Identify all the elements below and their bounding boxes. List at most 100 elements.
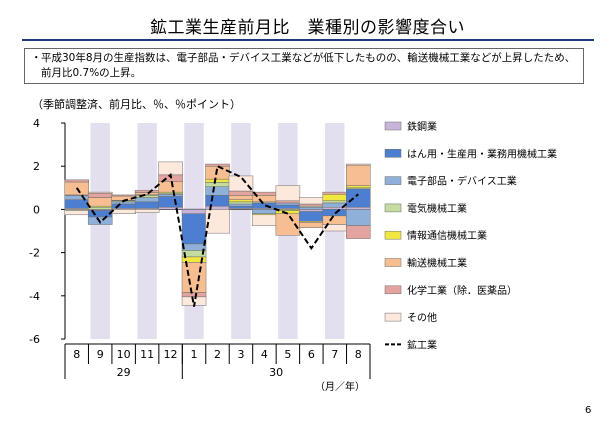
bar-segment [205,165,230,180]
legend-label: はん用・生産用・業務用機械工業 [407,147,557,160]
bar-segment [134,192,160,195]
x-tick-label: 2 [214,348,221,361]
bar-segment [181,262,207,293]
bar-segment [275,185,301,202]
legend-swatch [384,176,402,185]
x-tick-label: 12 [164,348,178,361]
shade-band [90,123,110,339]
bar-segment [228,203,254,207]
bar-segment [158,206,183,210]
bar-segment [252,202,277,209]
bar-segment [205,163,230,167]
x-unit-label: （月／年） [315,380,365,393]
bar-segment [158,181,183,193]
legend-label: 輸送機械工業 [407,257,467,270]
bar-segment [205,186,230,196]
bar-segment [322,194,348,202]
bar-segment [299,209,324,212]
bar-segment [205,195,230,207]
bar-segment [275,204,301,209]
bar-segment [322,191,348,195]
legend-label: 鉱工業 [407,338,437,351]
bar-segment [205,182,230,187]
bar-segment [64,179,89,183]
bar-segment [228,190,254,196]
bar-segment [87,206,113,210]
bar-segment [205,178,230,183]
bar-segment [205,205,230,210]
bar-segment [181,209,207,214]
x-tick-label: 1 [191,348,198,361]
bar-segment [346,206,371,210]
title-underline [22,39,594,41]
bar-segment [299,206,324,210]
x-tick-label: 8 [355,348,362,361]
bar-segment [181,213,207,245]
legend-label: 化学工業（除．医薬品） [407,284,517,297]
bar-segment [299,203,324,207]
x-tick-label: 10 [117,348,131,361]
legend-swatch [384,312,402,322]
summary-note: ・ 平成30年8月の生産指数は、電子部品・デバイス工業などが低下したものの、輸送… [24,48,584,84]
y-tick-label: -4 [29,290,40,303]
bar-segment [228,195,254,200]
bar-segment [111,203,136,209]
bar-segment [181,243,207,251]
bar-segment [134,209,160,213]
bar-segment [346,163,371,166]
legend-swatch [384,121,402,131]
note-text: 平成30年8月の生産指数は、電子部品・デバイス工業などが低下したものの、輸送機械… [41,52,576,79]
unit-label: （季節調整済、前月比、％、％ポイント） [32,98,241,111]
legend-swatch [384,258,402,267]
bar-segment [158,194,183,197]
y-tick-label: 0 [33,203,40,216]
bar-segment [322,215,348,225]
bar-segment [158,161,183,176]
x-tick-label: 6 [308,348,315,361]
bar-segment [322,200,348,204]
year-label: 29 [117,366,131,379]
shade-band [137,123,157,339]
x-tick-label: 9 [97,348,104,361]
bar-segment [275,202,301,206]
bar-segment [228,201,254,205]
x-tick-label: 3 [237,348,244,361]
bar-segment [205,209,230,234]
x-tick-label: 4 [261,348,268,361]
note-bullet: ・ [31,52,42,64]
bar-segment [346,185,371,189]
bar-segment [87,197,113,207]
bar-segment [252,214,277,226]
x-tick-label: 8 [73,348,80,361]
bar-segment [228,205,254,209]
legend-label: 電気機械工業 [407,202,467,215]
x-tick-label: 11 [140,348,154,361]
legend-swatch [384,230,402,240]
bar-segment [299,222,324,229]
legend-label: 情報通信機械工業 [407,229,487,242]
bar-segment [134,190,160,193]
bar-segment [346,209,371,226]
bar-segment [111,209,136,214]
x-tick-label: 7 [331,348,338,361]
legend-swatch [384,203,402,213]
bar-segment [181,292,207,298]
bar-segment [346,188,371,208]
y-tick-label: 4 [33,117,40,130]
bar-segment [134,197,160,203]
legend-swatch [384,149,402,158]
bar-segment [64,210,89,216]
bar-segment [228,175,254,192]
y-tick-label: 2 [33,160,40,173]
page-number: 6 [585,405,592,416]
bar-segment [252,209,277,214]
bar-segment [346,164,371,186]
legend-label: 電子部品・デバイス工業 [407,175,517,188]
y-tick-label: -6 [29,333,40,346]
legend-label: 鉄鋼業 [407,120,437,133]
shade-band [231,123,251,339]
bar-segment [275,200,301,204]
total-line [75,164,359,307]
bar-segment [111,201,136,205]
